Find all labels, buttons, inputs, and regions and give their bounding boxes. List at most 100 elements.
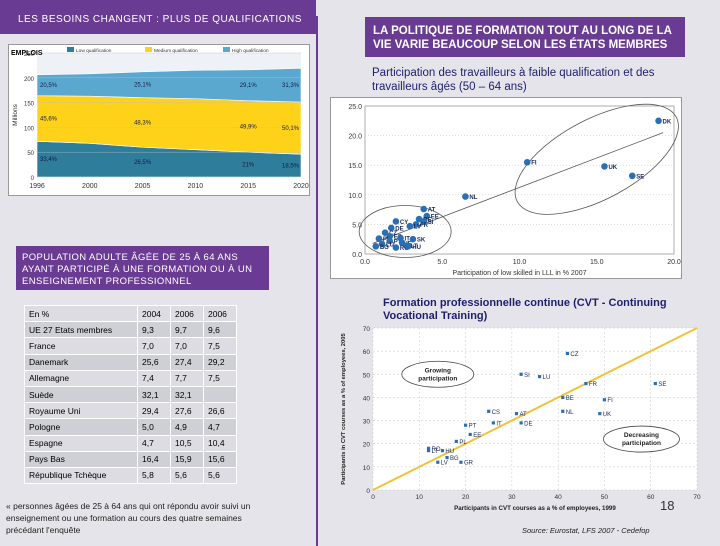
- table-cell: 9,6: [203, 321, 237, 339]
- table-cell: 2006: [170, 304, 204, 323]
- area-data-label: 49,9%: [240, 124, 258, 130]
- table-cell: 29,2: [203, 353, 237, 371]
- page-number: 18: [660, 498, 675, 513]
- table-row: Royaume Uni 29,4 27,6 26,6: [24, 402, 237, 420]
- data-point: [392, 244, 400, 251]
- data-point: [426, 446, 431, 450]
- x-tick-label: 0.0: [360, 259, 370, 266]
- point-label: DE: [395, 226, 403, 232]
- data-point: [653, 381, 657, 386]
- annotation-decreasing: participation: [622, 440, 661, 447]
- legend-label: Low qualification: [76, 48, 112, 54]
- x-tick-label: 1996: [29, 183, 45, 190]
- table-cell: 27,4: [170, 353, 204, 371]
- table-cell: 10,4: [203, 434, 237, 452]
- cluster-ellipse-low: [358, 205, 452, 258]
- y-tick-label: 150: [24, 102, 35, 108]
- point-label: FI: [531, 161, 537, 167]
- point-label: AT: [428, 208, 436, 214]
- data-point: [602, 398, 607, 402]
- y-tick-label: 30: [363, 419, 371, 426]
- data-point: [487, 409, 491, 413]
- data-point: [375, 235, 383, 242]
- annotation-decreasing-oval: [603, 425, 680, 453]
- legend-label: High qualification: [232, 48, 269, 54]
- y-tick-label: 25.0: [348, 104, 362, 111]
- left-title-text: LES BESOINS CHANGENT : PLUS DE QUALIFICA…: [18, 14, 302, 25]
- point-label: LT: [411, 244, 418, 250]
- area-data-label: 26,5%: [134, 160, 152, 166]
- y-tick-label: 50: [363, 372, 371, 379]
- annotation-growing: participation: [418, 375, 457, 382]
- x-tick-label: 0: [371, 494, 375, 501]
- data-point: [523, 158, 531, 166]
- data-point: [584, 381, 588, 386]
- area-data-label: 48,3%: [134, 120, 152, 126]
- data-point: [397, 234, 404, 242]
- annotation-growing-oval: [401, 360, 475, 388]
- x-axis-label: Participants in CVT courses as a % of em…: [454, 505, 616, 512]
- table-row: Pologne 5,0 4,9 4,7: [24, 418, 237, 436]
- point-label: EE: [473, 433, 481, 439]
- point-label: BG: [450, 456, 459, 462]
- x-tick-label: 40: [555, 494, 563, 501]
- table-row-label: Espagne: [24, 434, 138, 452]
- table-cell: 10,5: [170, 434, 204, 452]
- area-data-label: 50,1%: [282, 126, 300, 132]
- x-tick-label: 50: [601, 494, 609, 501]
- y-tick-label: 100: [24, 126, 35, 132]
- point-label: SE: [658, 382, 666, 388]
- point-label: GR: [464, 461, 474, 467]
- point-label: FR: [420, 223, 429, 229]
- x-tick-label: 2015: [240, 183, 256, 190]
- population-banner-text: POPULATION ADULTE ÂGÉE DE 25 À 64 ANS AY…: [22, 252, 253, 287]
- table-cell: 7,7: [170, 369, 204, 387]
- data-point: [601, 163, 608, 170]
- cluster-ellipse-high: [514, 103, 679, 215]
- y-tick-label: 20.0: [348, 134, 362, 141]
- data-point: [598, 412, 602, 416]
- population-banner: POPULATION ADULTE ÂGÉE DE 25 À 64 ANS AY…: [16, 246, 269, 290]
- point-label: DE: [524, 421, 532, 427]
- y-tick-label: 40: [363, 395, 371, 402]
- table-cell: 32,1: [170, 385, 204, 404]
- point-label: LV: [441, 461, 448, 467]
- point-label: BG: [380, 245, 389, 251]
- y-tick-label: 70: [363, 326, 371, 333]
- point-label: SE: [636, 174, 644, 180]
- table-row: France 7,0 7,0 7,5: [24, 337, 237, 355]
- table-row-label: Suède: [24, 385, 138, 404]
- table-row-label: Danemark: [24, 353, 138, 371]
- cvt-title: Formation professionnelle continue (CVT …: [383, 297, 667, 322]
- area-data-label: 21%: [242, 163, 255, 169]
- x-tick-label: 2005: [135, 183, 151, 190]
- legend-swatch: [223, 47, 230, 52]
- point-label: RO: [432, 447, 441, 453]
- table-row: UE 27 Etats membres 9,3 9,7 9,6: [24, 321, 237, 339]
- table-row-label: République Tchèque: [24, 466, 138, 485]
- y-tick-label: 0: [31, 176, 35, 182]
- area-data-label: 33,4%: [40, 157, 58, 163]
- data-point: [387, 224, 395, 232]
- table-cell: 7,0: [170, 337, 204, 355]
- vertical-divider: [316, 16, 318, 546]
- data-point: [412, 221, 420, 228]
- y-tick-label: 20: [363, 442, 371, 449]
- x-tick-label: 5.0: [437, 259, 447, 266]
- point-label: LV: [414, 225, 421, 231]
- point-label: CZ: [570, 352, 578, 358]
- y-tick-label: 10.0: [348, 193, 362, 200]
- table-row-label: Pologne: [24, 418, 138, 436]
- data-point: [454, 439, 458, 443]
- point-label: IT: [405, 237, 411, 243]
- point-label: SK: [417, 238, 426, 244]
- point-label: NL: [469, 195, 477, 201]
- source-note: Source: Eurostat, LFS 2007 - Cedefop: [522, 526, 650, 535]
- table-cell: 9,3: [137, 321, 171, 339]
- y-tick-label: 15.0: [348, 163, 362, 170]
- table-row-label: Allemagne: [24, 369, 138, 387]
- x-tick-label: 20: [462, 494, 470, 501]
- trend-line: [372, 132, 664, 244]
- table-cell: 5,8: [137, 466, 171, 485]
- x-tick-label: 70: [693, 494, 701, 501]
